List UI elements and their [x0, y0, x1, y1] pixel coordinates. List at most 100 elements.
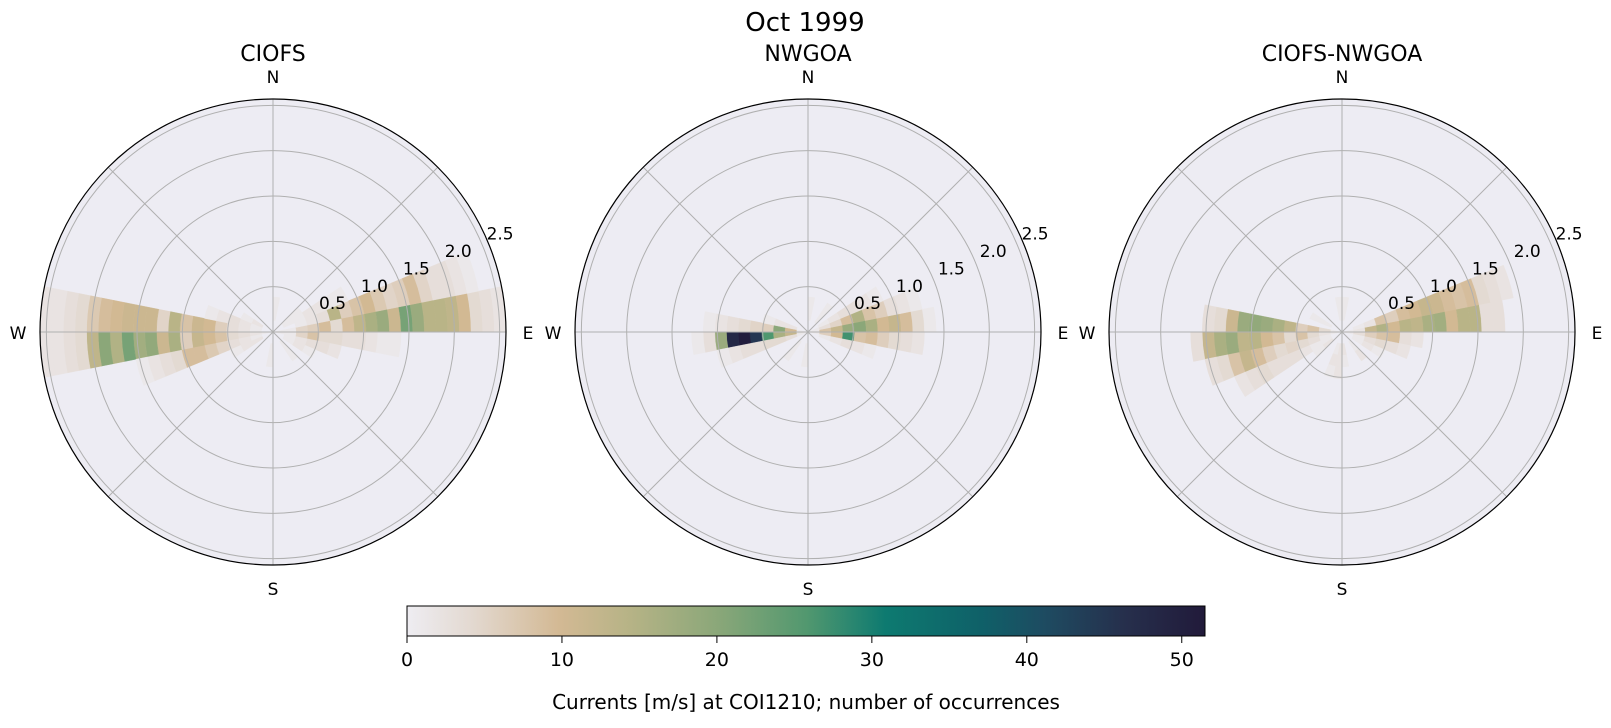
- histogram-cell: [364, 331, 379, 353]
- histogram-cell: [330, 286, 349, 306]
- compass-label-n: N: [267, 68, 280, 88]
- histogram-cell: [1354, 348, 1367, 362]
- radial-tick-label: 1.0: [1430, 277, 1457, 297]
- figure-title: Oct 1999: [745, 8, 864, 38]
- compass-label-w: W: [10, 324, 27, 344]
- polar-spine: [39, 98, 507, 566]
- histogram-cell: [1248, 313, 1263, 333]
- radial-tick-label: 2.5: [1556, 225, 1583, 245]
- polar-spine: [574, 98, 1042, 566]
- histogram-cell: [156, 309, 171, 333]
- histogram-cell: [167, 331, 182, 353]
- histogram-cell: [1213, 306, 1228, 333]
- histogram-cell: [364, 311, 379, 333]
- histogram-cell: [904, 287, 923, 312]
- grid-spoke: [807, 166, 974, 333]
- grid-spoke: [642, 166, 809, 333]
- grid-spoke: [107, 166, 274, 333]
- grid-spoke: [1176, 331, 1343, 498]
- histogram-cell: [1260, 315, 1274, 333]
- histogram-cell: [144, 331, 159, 358]
- histogram-cell: [702, 311, 717, 333]
- histogram-cell: [1410, 315, 1424, 333]
- histogram-cell: [265, 354, 274, 368]
- histogram-cell: [1271, 318, 1286, 333]
- radial-tick-label: 2.5: [487, 225, 514, 245]
- polar-panel-nwgoa: NWGOA 0.5 1.0 1.5 2.0 2.5 N E S W: [545, 42, 1069, 600]
- histogram-cell: [1341, 296, 1350, 310]
- histogram-cell: [387, 306, 402, 333]
- histogram-cell: [179, 331, 194, 351]
- histogram-cell: [1213, 331, 1228, 358]
- compass-label-e: E: [1592, 324, 1603, 344]
- grid-spoke: [1176, 166, 1343, 333]
- grid-spoke: [107, 331, 274, 498]
- histogram-cell: [191, 315, 205, 333]
- colorbar-tick-label: 30: [860, 649, 884, 671]
- radial-tick-label: 1.5: [403, 259, 430, 279]
- histogram-cell: [289, 307, 303, 320]
- histogram-cell: [240, 312, 254, 324]
- histogram-cell: [922, 306, 937, 333]
- histogram-cell: [910, 331, 925, 355]
- histogram-cell: [326, 343, 342, 360]
- histogram-cell: [726, 315, 740, 333]
- histogram-cell: [887, 331, 902, 351]
- histogram-cell: [1225, 331, 1240, 355]
- histogram-cell: [375, 331, 390, 355]
- radial-tick-label: 1.5: [1472, 259, 1499, 279]
- histogram-cell: [899, 311, 914, 333]
- histogram-cell: [144, 306, 159, 333]
- histogram-cell: [876, 315, 890, 333]
- histogram-cell: [341, 315, 355, 333]
- histogram-cell: [865, 286, 884, 306]
- histogram-cell: [1236, 311, 1251, 333]
- compass-label-s: S: [803, 580, 814, 600]
- radial-tick-label: 0.5: [319, 294, 346, 314]
- grid-spoke: [807, 331, 974, 498]
- radial-tick-label: 2.0: [980, 242, 1007, 262]
- histogram-cell: [375, 309, 390, 333]
- panel-title: CIOFS: [240, 42, 305, 67]
- radial-tick-label: 1.0: [361, 277, 388, 297]
- grid-spoke: [1341, 166, 1508, 333]
- grid-spoke: [1341, 331, 1508, 498]
- colorbar-gradient: [406, 605, 1206, 637]
- histogram-cell: [1312, 344, 1326, 357]
- histogram-cell: [455, 251, 479, 294]
- colorbar-tick-label: 0: [401, 649, 413, 671]
- grid-spoke: [642, 331, 809, 498]
- histogram-cell: [1421, 313, 1436, 333]
- histogram-cells: [39, 251, 507, 386]
- colorbar-tick-label: 50: [1170, 649, 1194, 671]
- panel-title: CIOFS-NWGOA: [1262, 42, 1423, 67]
- histogram-cell: [762, 313, 776, 326]
- polar-spine: [1108, 98, 1576, 566]
- compass-label-e: E: [1058, 324, 1069, 344]
- grid-spoke: [272, 331, 439, 498]
- histogram-cell: [1456, 306, 1471, 333]
- histogram-cell: [1236, 331, 1251, 353]
- compass-label-w: W: [545, 324, 562, 344]
- histogram-cell: [1444, 309, 1459, 333]
- histogram-cell: [1309, 312, 1323, 324]
- colorbar-tick-label: 40: [1015, 649, 1039, 671]
- histogram-cell: [714, 331, 729, 351]
- histogram-cell: [749, 320, 763, 333]
- histogram-cell: [1433, 311, 1448, 333]
- histogram-cell: [167, 311, 182, 333]
- radial-tick-label: 2.5: [1022, 225, 1049, 245]
- histogram-cell: [714, 313, 729, 333]
- histogram-cell: [1492, 264, 1514, 301]
- compass-label-n: N: [1336, 68, 1349, 88]
- histogram-cell: [861, 343, 877, 360]
- colorbar-tick-label: 10: [550, 649, 574, 671]
- radial-tick-label: 2.0: [1514, 242, 1541, 262]
- histogram-cell: [807, 296, 816, 310]
- histogram-cell: [910, 309, 925, 333]
- histogram-cell: [1283, 320, 1297, 333]
- histogram-cell: [876, 331, 890, 349]
- histogram-cell: [1260, 331, 1274, 349]
- histogram-cell: [1234, 371, 1256, 398]
